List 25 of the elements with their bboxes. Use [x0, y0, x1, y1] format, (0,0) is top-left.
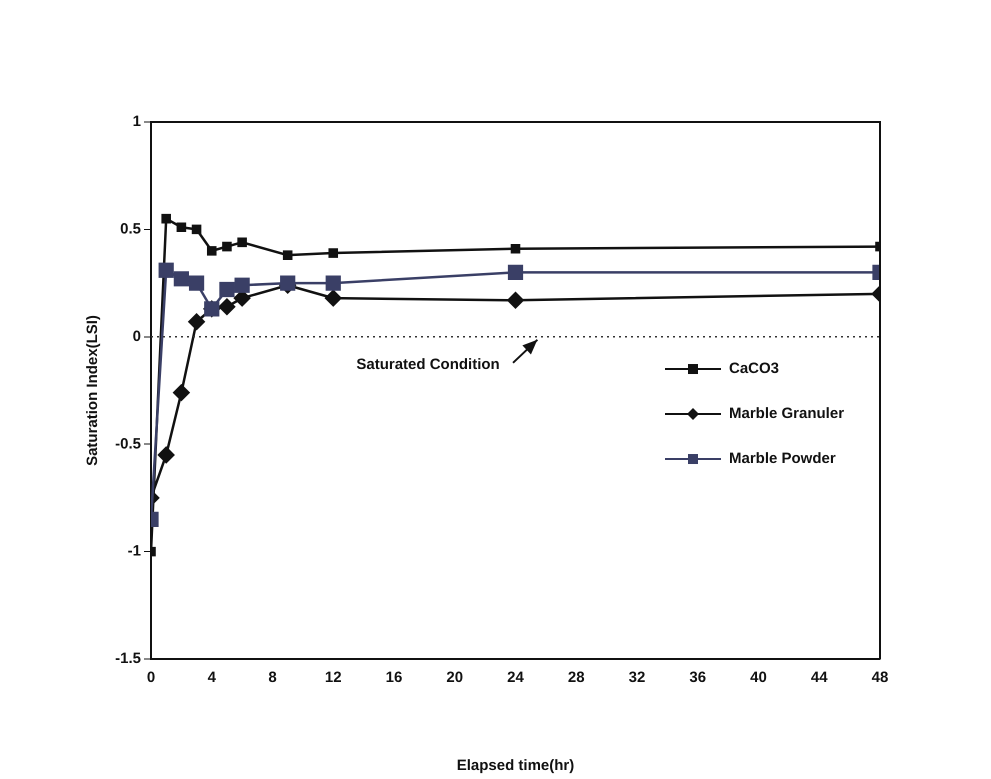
x-tick-label: 0: [146, 669, 156, 686]
x-tick-label: 28: [568, 669, 585, 686]
y-tick-label: 1: [132, 113, 141, 130]
x-tick-label: 24: [507, 669, 524, 686]
x-tick-label: 16: [386, 669, 402, 686]
x-tick-label: 4: [208, 669, 217, 686]
x-tick-label: 40: [750, 669, 767, 686]
legend-label: Marble Granuler: [729, 405, 844, 422]
x-tick-label: 12: [324, 669, 342, 686]
x-tick-label: 8: [268, 669, 277, 686]
x-tick-label: 20: [446, 669, 464, 686]
y-tick-label: 0: [132, 328, 141, 345]
legend-label: Marble Powder: [729, 450, 836, 468]
x-tick-label: 44: [810, 669, 828, 686]
x-tick-label: 36: [689, 669, 706, 686]
legend-label: CaCO3: [729, 360, 780, 378]
ref-line-label: Saturated Condition: [356, 356, 500, 373]
y-axis-title: Saturation Index(LSI): [84, 315, 102, 466]
x-axis-title: Elapsed time(hr): [456, 757, 574, 774]
y-tick-label: 0.5: [120, 220, 141, 238]
x-tick-label: 48: [872, 669, 888, 686]
y-tick-label: -0.5: [115, 435, 141, 452]
y-tick-label: -1: [128, 542, 141, 560]
x-tick-label: 32: [628, 669, 646, 686]
y-tick-label: -1.5: [115, 650, 141, 668]
